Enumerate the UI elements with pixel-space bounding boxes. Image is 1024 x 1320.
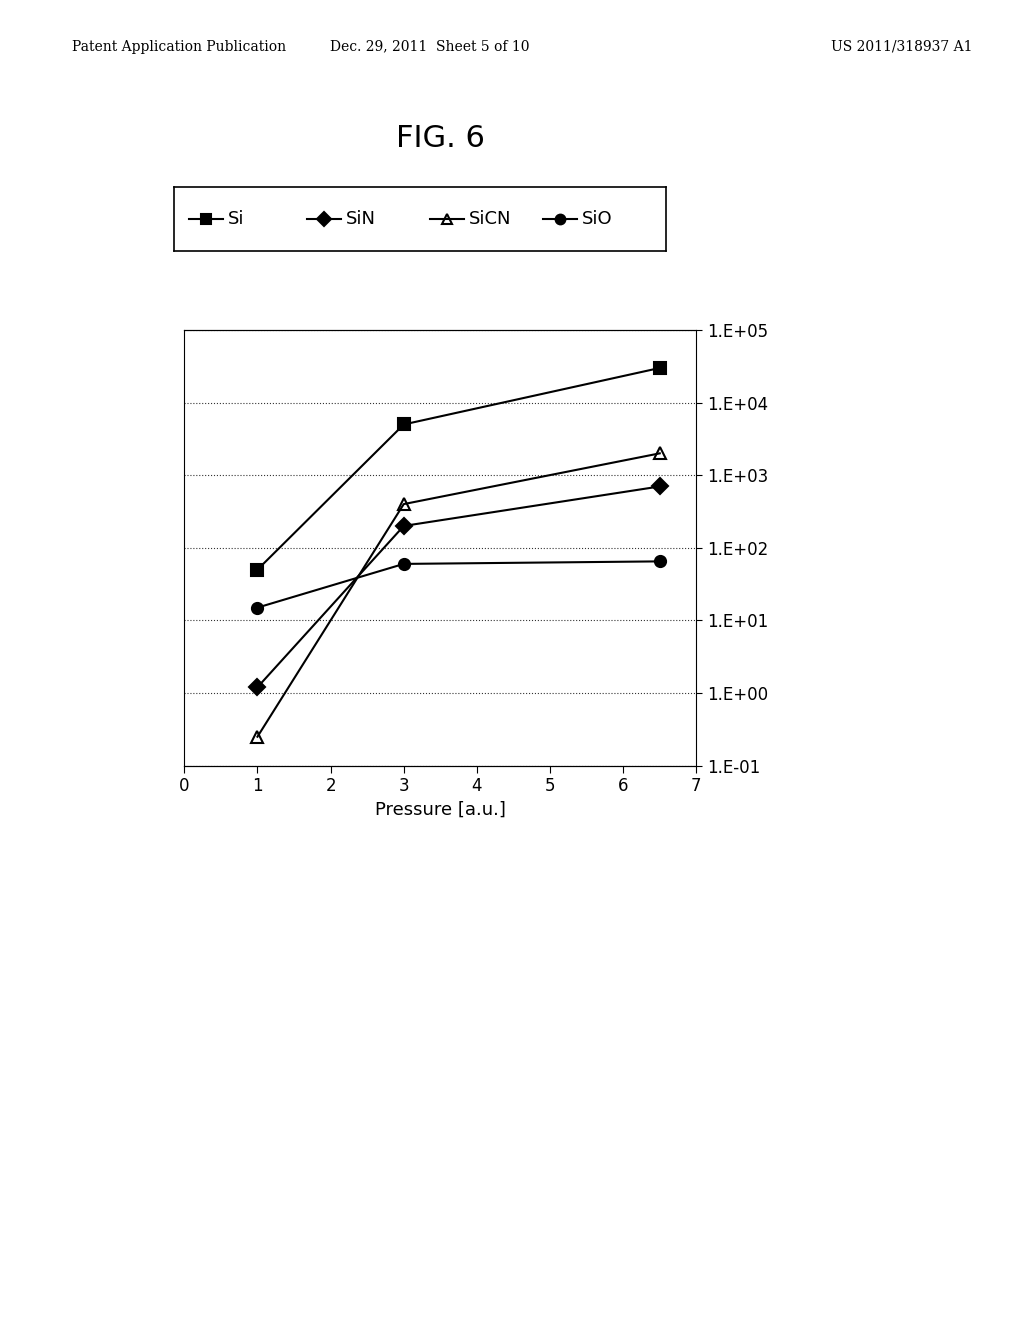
Text: FIG. 6: FIG. 6 <box>396 124 484 153</box>
Text: Dec. 29, 2011  Sheet 5 of 10: Dec. 29, 2011 Sheet 5 of 10 <box>331 40 529 54</box>
Text: SiCN: SiCN <box>469 210 512 228</box>
X-axis label: Pressure [a.u.]: Pressure [a.u.] <box>375 801 506 818</box>
Text: US 2011/318937 A1: US 2011/318937 A1 <box>831 40 973 54</box>
Text: Patent Application Publication: Patent Application Publication <box>72 40 286 54</box>
Text: Si: Si <box>228 210 245 228</box>
Text: SiO: SiO <box>582 210 612 228</box>
Text: SiN: SiN <box>346 210 376 228</box>
